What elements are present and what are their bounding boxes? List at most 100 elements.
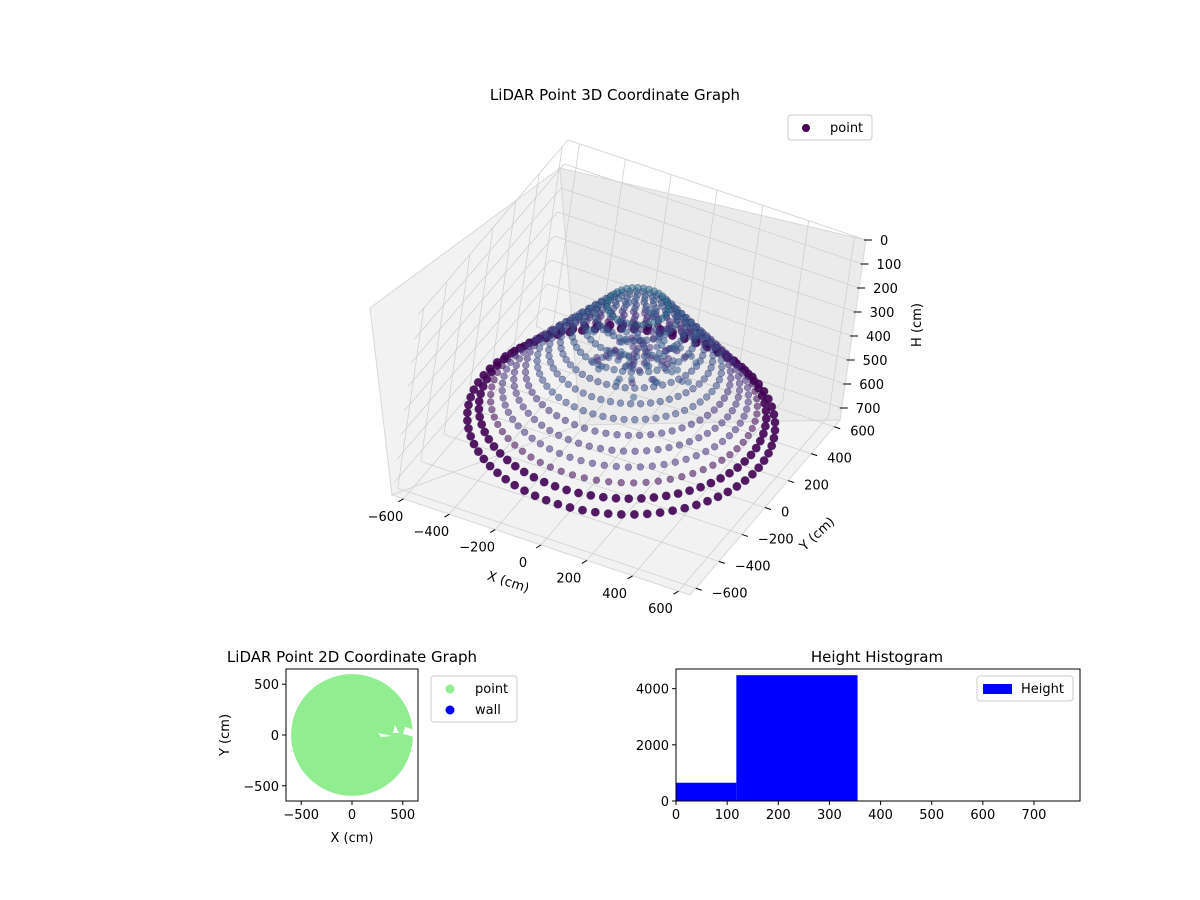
z-tick-label: 500 xyxy=(863,354,888,369)
lidar-point xyxy=(469,439,479,449)
lidar-point xyxy=(733,463,743,473)
lidar-point xyxy=(699,465,707,474)
chart-3d-title: LiDAR Point 3D Coordinate Graph xyxy=(490,86,740,104)
histogram-frame xyxy=(675,668,1081,802)
lidar-point xyxy=(631,447,639,455)
lidar-point xyxy=(532,395,541,403)
lidar-point xyxy=(742,405,751,413)
y-tick-label: 0 xyxy=(271,729,279,744)
lidar-point xyxy=(692,452,700,460)
lidar-point xyxy=(484,434,494,444)
lidar-point xyxy=(718,456,726,464)
lidar-point xyxy=(753,402,762,410)
lidar-point xyxy=(612,462,620,471)
chart-histogram: Height Histogram 0 100 200 300 400 500 600 7000… xyxy=(636,648,1081,823)
lidar-point xyxy=(490,413,498,421)
y-tick-label: 0 xyxy=(781,506,789,521)
x-tick-label: 700 xyxy=(1022,808,1047,823)
lidar-point xyxy=(710,443,719,451)
y-tick-mark xyxy=(741,533,749,537)
lidar-point xyxy=(498,427,507,436)
grid-y-side xyxy=(489,200,517,381)
lidar-point xyxy=(504,434,512,443)
y-tick-mark xyxy=(695,587,702,591)
lidar-point xyxy=(552,412,561,420)
lidar-point xyxy=(613,378,621,386)
lidar-point xyxy=(523,354,531,363)
lidar-point xyxy=(538,338,547,346)
lidar-point xyxy=(660,460,668,469)
lidar-point xyxy=(753,395,761,403)
lidar-point xyxy=(751,417,759,425)
histogram-title: Height Histogram xyxy=(811,648,943,666)
lidar-point xyxy=(603,326,611,334)
lidar-point xyxy=(592,476,601,484)
lidar-point xyxy=(687,352,695,360)
lidar-point xyxy=(718,363,726,371)
lidar-point xyxy=(744,391,753,399)
y-tick-mark xyxy=(810,453,818,457)
y-tick-mark xyxy=(718,560,726,564)
lidar-point xyxy=(727,374,735,382)
grid-x-back xyxy=(782,220,810,401)
lidar-point xyxy=(489,441,499,451)
lidar-point xyxy=(628,334,636,342)
lidar-point xyxy=(744,431,752,440)
lidar-point xyxy=(545,346,553,354)
lidar-point xyxy=(469,385,479,395)
lidar-point xyxy=(733,445,741,453)
lidar-point xyxy=(635,366,643,375)
legend-point-label: point xyxy=(830,121,863,136)
lidar-point xyxy=(624,431,633,440)
lidar-point xyxy=(550,481,560,491)
lidar-point xyxy=(726,451,734,459)
lidar-point xyxy=(585,442,593,450)
lidar-point xyxy=(554,393,563,402)
grid-y-side xyxy=(466,227,494,408)
lidar-point xyxy=(539,477,549,487)
lidar-point xyxy=(500,372,508,380)
lidar-point xyxy=(728,407,736,415)
lidar-point xyxy=(534,350,542,359)
legend-point-marker xyxy=(802,124,810,132)
lidar-point xyxy=(614,356,622,364)
point-cloud-region xyxy=(291,674,413,796)
lidar-point xyxy=(665,443,673,452)
lidar-point xyxy=(579,389,587,397)
lidar-point xyxy=(620,415,628,424)
lidar-point xyxy=(573,488,583,498)
grid-y-floor xyxy=(397,487,696,589)
lidar-point xyxy=(653,379,661,387)
lidar-point xyxy=(501,474,511,484)
lidar-point xyxy=(536,440,545,448)
lidar-point xyxy=(658,314,666,322)
points-3d xyxy=(462,284,780,519)
lidar-point xyxy=(511,441,519,449)
lidar-point xyxy=(761,406,771,416)
lidar-point xyxy=(585,326,593,334)
lidar-point xyxy=(732,400,740,408)
y-tick-label: 4000 xyxy=(636,683,669,698)
lidar-point xyxy=(755,436,765,446)
grid-z-side xyxy=(417,139,569,316)
lidar-point xyxy=(630,393,638,401)
chart-3d-zlabel: H (cm) xyxy=(910,303,925,347)
lidar-point xyxy=(658,357,667,366)
lidar-point xyxy=(510,461,520,471)
lidar-point xyxy=(665,395,674,403)
lidar-point xyxy=(642,478,650,487)
lidar-point xyxy=(715,376,724,384)
lidar-point xyxy=(528,434,536,442)
lidar-point xyxy=(576,348,585,356)
lidar-point xyxy=(680,503,690,513)
legend-box xyxy=(787,114,873,141)
lidar-point xyxy=(602,429,610,437)
region-gaps xyxy=(378,725,418,738)
lidar-point xyxy=(671,410,680,418)
lidar-point xyxy=(747,469,757,479)
lidar-point xyxy=(598,492,608,502)
lidar-point xyxy=(580,474,588,482)
lidar-point xyxy=(580,424,589,432)
lidar-point xyxy=(716,400,724,408)
lidar-point xyxy=(545,406,553,415)
